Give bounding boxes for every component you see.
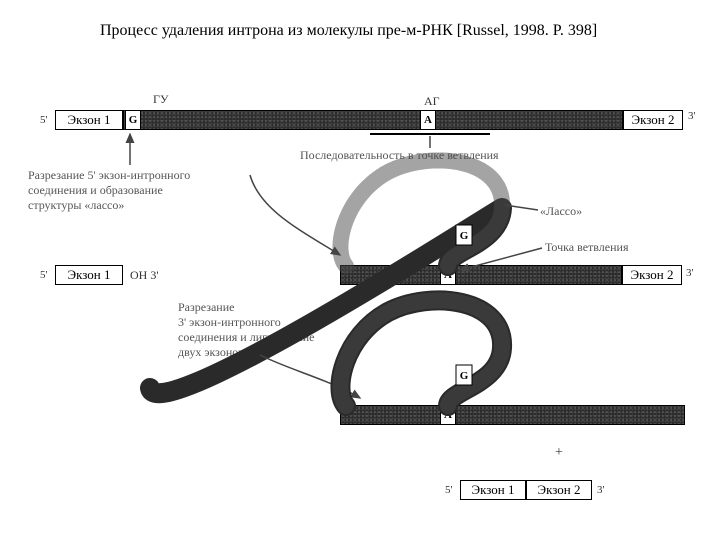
nt-g-stage1: G bbox=[125, 110, 141, 130]
label-ag-top: АГ bbox=[424, 94, 440, 109]
nt-a-stage1: A bbox=[420, 110, 436, 130]
label-gu: ГУ bbox=[153, 92, 168, 107]
three-prime-1: 3' bbox=[688, 110, 695, 122]
exon2-final: Экзон 2 bbox=[526, 480, 592, 500]
five-prime-1: 5' bbox=[40, 114, 47, 126]
nt-a-stage3: A bbox=[440, 405, 456, 425]
five-prime-2: 5' bbox=[40, 269, 47, 281]
branch-seq-label: Последовательность в точке ветвления bbox=[300, 148, 499, 163]
intron-stage1 bbox=[123, 110, 623, 130]
three-prime-2: 3' bbox=[686, 267, 693, 279]
plus-label: + bbox=[555, 445, 563, 461]
intron-stage3 bbox=[340, 405, 685, 425]
exon2-label: Экзон 2 bbox=[632, 112, 675, 128]
exon1-stage2: Экзон 1 bbox=[55, 265, 123, 285]
diagram-title: Процесс удаления интрона из молекулы пре… bbox=[100, 22, 597, 40]
intron-stage2 bbox=[340, 265, 622, 285]
exon1-final: Экзон 1 bbox=[460, 480, 526, 500]
exon1-label: Экзон 1 bbox=[68, 112, 111, 128]
branch-point-label: Точка ветвления bbox=[545, 240, 628, 255]
exon2-stage2: Экзон 2 bbox=[622, 265, 682, 285]
svg-text:G: G bbox=[460, 230, 469, 242]
three-prime-final: 3' bbox=[597, 484, 604, 496]
lasso-label: «Лассо» bbox=[540, 204, 582, 219]
oh-label: OH 3' bbox=[130, 268, 159, 283]
step2-label: Разрезание 3' экзон-интронного соединени… bbox=[178, 300, 368, 360]
svg-text:G: G bbox=[460, 370, 469, 382]
exon1-stage1: Экзон 1 bbox=[55, 110, 123, 130]
exon2-stage1: Экзон 2 bbox=[623, 110, 683, 130]
five-prime-final: 5' bbox=[445, 484, 452, 496]
step1-label: Разрезание 5' экзон-интронного соединени… bbox=[28, 168, 228, 213]
nt-a-stage2: A bbox=[440, 265, 456, 285]
branch-underline bbox=[370, 133, 490, 135]
